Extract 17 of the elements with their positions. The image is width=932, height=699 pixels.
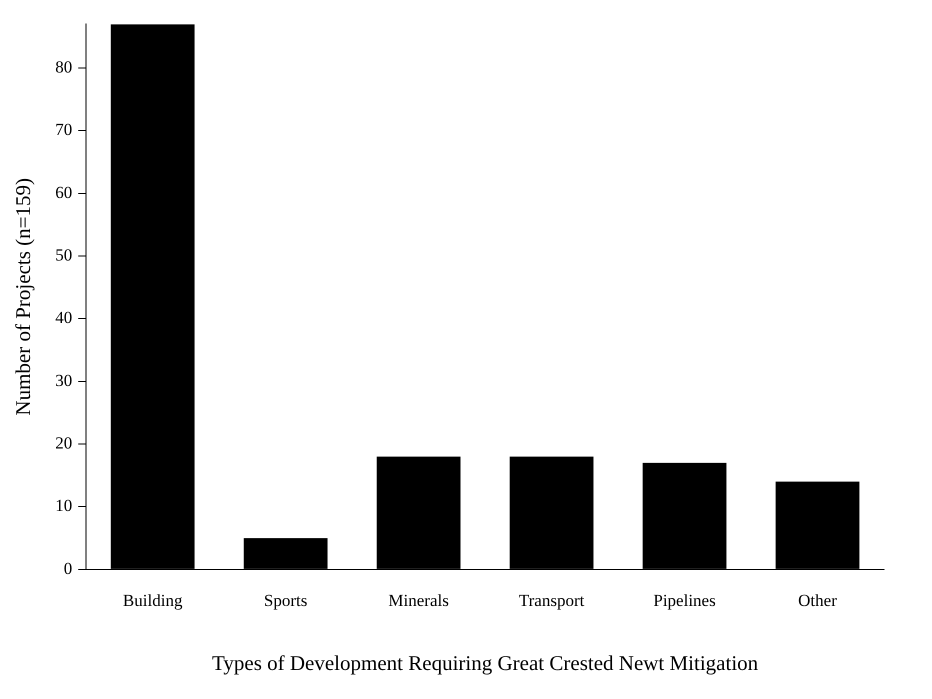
y-tick-label: 10 xyxy=(55,496,72,516)
x-tick-label: Building xyxy=(122,591,183,610)
y-tick-label: 20 xyxy=(55,434,72,453)
y-tick-label: 70 xyxy=(55,120,72,140)
y-axis-title: Number of Projects (n=159) xyxy=(11,178,36,416)
y-tick-label: 50 xyxy=(55,246,72,265)
x-tick-label: Minerals xyxy=(388,591,449,610)
x-tick-label: Other xyxy=(798,591,838,610)
y-tick-label: 0 xyxy=(64,558,72,578)
y-tick-label: 40 xyxy=(55,308,72,328)
y-tick-label: 30 xyxy=(55,370,72,390)
y-tick-label: 60 xyxy=(55,182,72,202)
y-tick-label: 80 xyxy=(55,58,72,77)
x-tick-label: Pipelines xyxy=(653,591,716,610)
x-axis-title: Types of Development Requiring Great Crested Newt Mitigation xyxy=(212,650,759,675)
x-tick-label: Transport xyxy=(518,591,585,610)
x-tick-label: Sports xyxy=(264,591,308,610)
